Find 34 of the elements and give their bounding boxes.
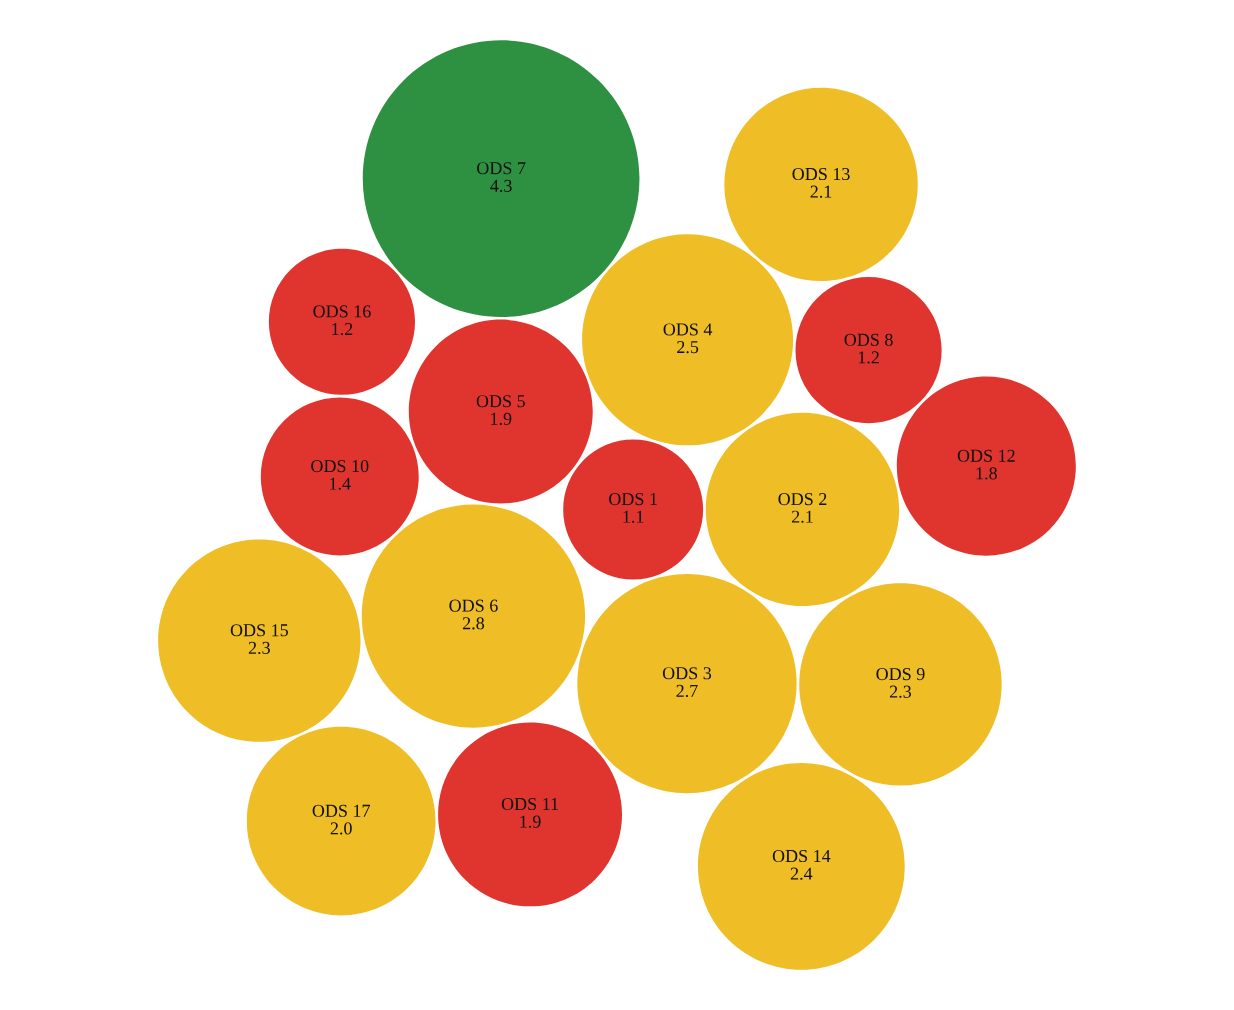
data-label: 1.4 [330,477,351,490]
data-label: 1.9 [520,815,541,828]
data-label: 1.2 [858,351,879,364]
category-label: ODS 8 [844,333,893,346]
category-label: ODS 10 [311,459,369,473]
data-label: 2.1 [792,510,813,523]
data-label: 1.1 [623,510,644,523]
category-label: ODS 2 [778,493,827,506]
data-label: 1.8 [976,467,997,480]
category-label: ODS 5 [476,395,525,408]
data-label: 2.4 [790,867,813,880]
category-label: ODS 15 [230,624,288,637]
data-label: 2.0 [330,822,352,835]
category-label: ODS 14 [772,849,831,863]
data-label: 2.3 [248,641,270,655]
category-label: ODS 1 [609,493,657,506]
category-label: ODS 9 [876,668,925,681]
data-label: 1.9 [491,412,512,425]
data-label: 1.2 [332,322,353,336]
data-label: 4.3 [490,179,512,192]
data-label: 2.3 [889,685,912,698]
data-label: 2.5 [677,341,699,354]
category-label: ODS 16 [313,305,371,318]
category-label: ODS 12 [957,449,1015,462]
data-label: 2.1 [810,185,832,198]
category-label: ODS 4 [663,323,713,336]
category-label: ODS 17 [312,804,371,817]
category-label: ODS 6 [449,599,498,612]
category-label: ODS 13 [792,167,850,181]
category-label: ODS 3 [662,667,712,680]
data-label: 2.7 [676,684,698,697]
category-label: ODS 7 [477,162,526,175]
data-label: 2.8 [462,617,485,630]
category-label: ODS 11 [501,797,558,811]
